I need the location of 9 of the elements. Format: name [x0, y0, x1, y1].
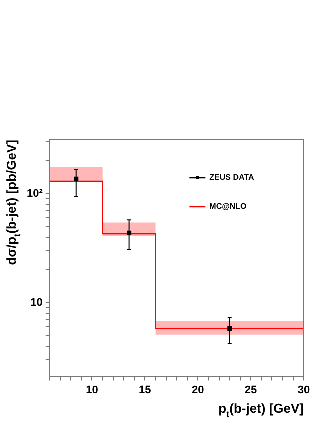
legend-label: ZEUS DATA	[210, 173, 254, 182]
x-tick-label: 10	[86, 384, 98, 396]
x-tick-label: 25	[244, 384, 258, 396]
legend-label: MC@NLO	[210, 202, 247, 212]
x-tick-label: 30	[298, 384, 310, 396]
y-tick-label: 10²	[26, 188, 44, 200]
x-tick-label: 15	[139, 384, 152, 396]
x-tick-label: 20	[192, 384, 204, 396]
y-axis-title: dσ/pt(b-jet) [pb/GeV]	[4, 140, 23, 266]
